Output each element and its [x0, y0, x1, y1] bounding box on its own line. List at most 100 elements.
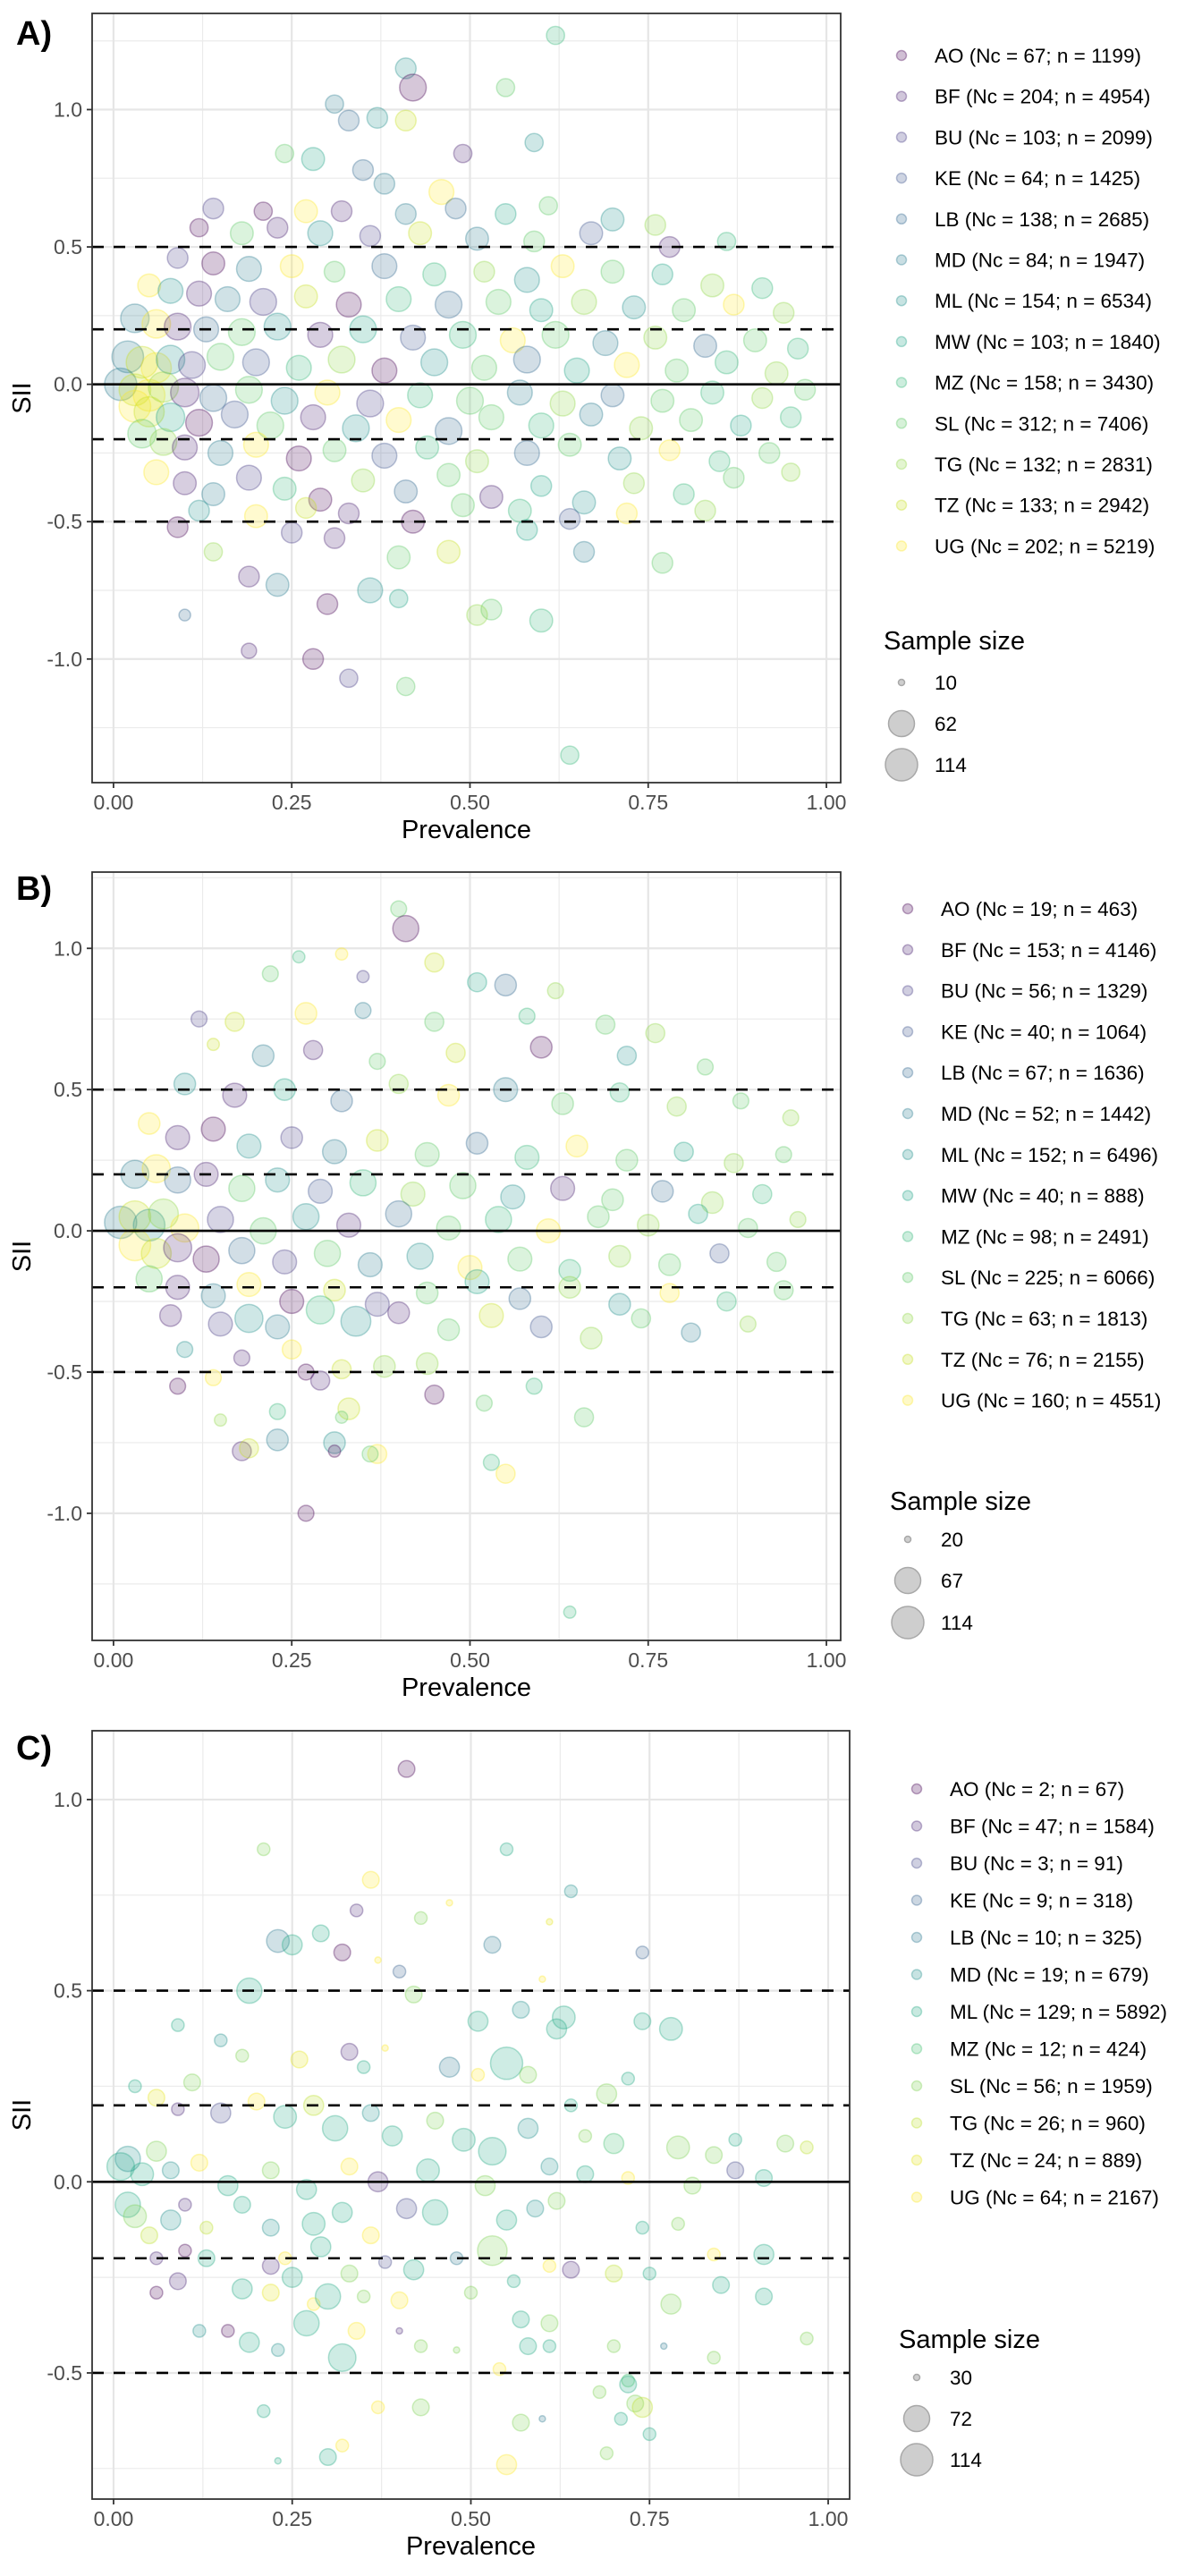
size-legend-key — [903, 1535, 912, 1544]
data-point-ml — [309, 2236, 332, 2258]
data-point-ml — [633, 2012, 652, 2030]
data-point-md — [572, 540, 596, 564]
data-point-ug — [334, 947, 349, 962]
data-point-ml — [106, 2152, 136, 2182]
data-point-ml — [519, 2337, 538, 2356]
data-point-ml — [416, 2158, 440, 2182]
data-point-md — [214, 2033, 228, 2047]
legend-label-tg: TG (Nc = 132; n = 2831) — [935, 453, 1153, 476]
data-point-bu — [339, 668, 359, 689]
data-point-md — [394, 202, 417, 225]
legend-label-ml: ML (Nc = 152; n = 6496) — [941, 1144, 1158, 1166]
data-point-tg — [464, 449, 489, 474]
data-point-tg — [643, 325, 668, 350]
data-point-ml — [607, 446, 632, 471]
data-point-bu — [364, 1292, 390, 1318]
legend-key-mz — [895, 377, 908, 388]
data-point-sl — [436, 1318, 461, 1342]
data-point-tg — [629, 416, 654, 441]
data-point-sl — [313, 1240, 342, 1267]
data-point-bu — [209, 2102, 232, 2124]
data-point-sl — [234, 376, 264, 404]
data-point-sl — [323, 260, 346, 283]
data-point-bf — [330, 199, 353, 223]
data-point-mz — [514, 1144, 540, 1171]
data-point-md — [111, 340, 145, 374]
data-point-ml — [600, 207, 625, 232]
data-point-md — [512, 2000, 530, 2020]
data-point-ao — [297, 1504, 315, 1522]
data-point-sl — [696, 1058, 715, 1076]
data-point-sl — [606, 2339, 622, 2353]
legend-key-sl — [895, 418, 908, 429]
data-point-ao — [149, 2285, 164, 2300]
data-point-sl — [182, 2073, 201, 2092]
data-point-ml — [406, 1242, 434, 1270]
scatter-points — [106, 1759, 814, 2476]
data-point-ao — [178, 2243, 192, 2258]
legend-label-ml: ML (Nc = 129; n = 5892) — [950, 2001, 1167, 2023]
data-point-tz — [366, 1129, 389, 1152]
data-point-sl — [455, 386, 485, 415]
data-point-ug — [242, 431, 269, 458]
data-point-ao — [371, 357, 398, 384]
panel-c: C) 0.00 0.25 0.50 0.75 1.00 -0.5 0.0 0.5 1.0 Preva… — [8, 1730, 1167, 2561]
data-point-bu — [177, 351, 207, 379]
data-point-ug — [470, 2067, 486, 2082]
data-point-ml — [755, 2287, 774, 2306]
size-legend-label: 10 — [935, 672, 957, 694]
data-point-ml — [506, 2274, 521, 2289]
legend-label-bu: BU (Nc = 56; n = 1329) — [941, 980, 1147, 1003]
data-point-tg — [351, 468, 376, 493]
legend-label-ao: AO (Nc = 67; n = 1199) — [935, 45, 1141, 67]
data-point-bu — [356, 970, 370, 984]
data-point-ao — [301, 648, 325, 671]
data-point-sl — [256, 1842, 271, 1857]
data-point-tz — [261, 2284, 280, 2302]
data-point-ml — [621, 2072, 636, 2086]
data-point-md — [325, 94, 344, 114]
legend-label-mz: MZ (Nc = 98; n = 2491) — [941, 1225, 1149, 1248]
data-point-ke — [709, 1243, 730, 1264]
data-point-mz — [268, 1402, 286, 1420]
data-point-sl — [522, 230, 546, 253]
data-point-ml — [712, 2275, 731, 2294]
data-point-tg — [782, 1109, 800, 1127]
data-point-ml — [622, 295, 647, 320]
data-point-ml — [188, 499, 210, 522]
data-point-ao — [279, 1288, 305, 1315]
x-tick-label: 1.00 — [807, 791, 847, 814]
data-point-mw — [464, 1268, 490, 1295]
data-point-ao — [221, 2324, 235, 2338]
size-legend-title: Sample size — [890, 1487, 1031, 1516]
legend-key-md — [910, 1969, 923, 1980]
data-point-sl — [478, 403, 505, 431]
data-point-sl — [386, 545, 411, 570]
data-point-ml — [236, 1133, 262, 1159]
data-point-mz — [422, 262, 447, 287]
data-point-tg — [622, 471, 646, 495]
legend-label-ke: KE (Nc = 9; n = 318) — [950, 1890, 1133, 1912]
data-point-ml — [238, 2331, 260, 2353]
data-point-ug — [538, 1975, 546, 1984]
data-point-ao — [201, 251, 225, 275]
data-point-bf — [340, 2042, 359, 2062]
data-point-ke — [241, 348, 270, 377]
legend-key-sl — [910, 2080, 923, 2092]
data-point-ug — [141, 309, 172, 339]
data-point-md — [361, 2104, 380, 2123]
data-point-lb — [465, 1131, 489, 1155]
data-point-ml — [216, 2174, 239, 2197]
legend-key-ao — [910, 1783, 923, 1795]
size-legend-key — [900, 2443, 934, 2477]
data-point-ao — [327, 1444, 342, 1458]
legend-label-tg: TG (Nc = 63; n = 1813) — [941, 1308, 1147, 1330]
data-point-tz — [323, 1278, 346, 1302]
data-point-ml — [513, 267, 540, 293]
legend-label-ml: ML (Nc = 154; n = 6534) — [935, 290, 1152, 312]
plot-background — [92, 13, 841, 783]
legend-key-bu — [902, 985, 914, 996]
data-point-md — [207, 439, 234, 467]
data-point-sl — [631, 1308, 652, 1329]
data-point-ml — [499, 1842, 514, 1857]
